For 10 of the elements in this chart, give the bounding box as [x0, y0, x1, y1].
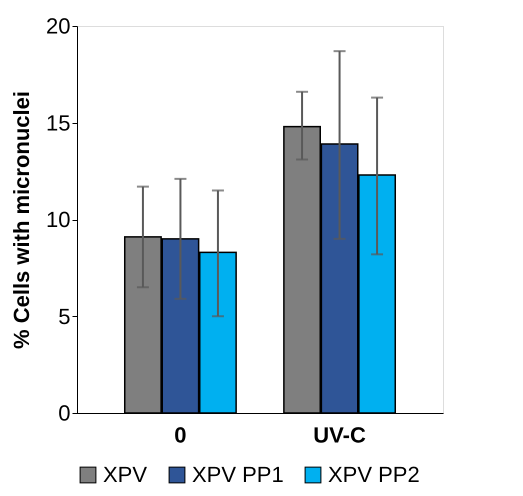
y-tick-label: 5	[58, 304, 70, 329]
y-axis-title: % Cells with micronuclei	[9, 91, 34, 349]
y-tick-label: 10	[46, 207, 70, 232]
legend-label: XPV PP1	[192, 462, 284, 487]
y-tick-label: 15	[46, 110, 70, 136]
legend-label: XPV PP2	[328, 462, 420, 487]
legend-label: XPV	[103, 462, 148, 487]
y-tick-label: 20	[46, 14, 70, 38]
x-tick-label: UV-C	[313, 422, 366, 448]
y-tick-label: 0	[58, 400, 70, 426]
